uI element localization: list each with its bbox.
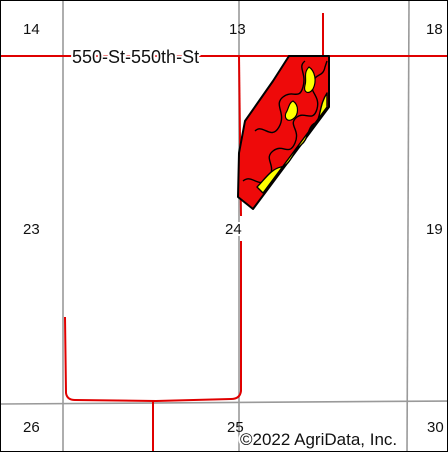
field-yellow-lobe-2 — [284, 100, 299, 121]
section-label-23: 23 — [23, 221, 40, 238]
copyright-notice: ©2022 AgriData, Inc. — [240, 430, 397, 449]
section-label-30: 30 — [427, 419, 444, 436]
section-labels: 14 13 18 23 24 19 26 25 30 — [23, 21, 444, 436]
section-label-24: 24 — [225, 221, 242, 238]
section-label-18: 18 — [426, 21, 443, 38]
road-center-south — [155, 241, 242, 402]
section-label-26: 26 — [23, 419, 40, 436]
section-line-south — [1, 400, 447, 405]
road-label-550th-st: 550-St-550th-St — [72, 47, 199, 67]
field-yellow-lobe — [304, 66, 316, 94]
section-label-25: 25 — [227, 419, 244, 436]
section-label-13: 13 — [229, 21, 246, 38]
section-label-19: 19 — [426, 221, 443, 238]
field-yellow-zone[interactable] — [256, 92, 328, 194]
field-red-zone[interactable] — [237, 55, 330, 210]
road-west-loop — [64, 316, 157, 402]
field-parcel[interactable] — [237, 55, 330, 210]
section-label-14: 14 — [23, 21, 40, 38]
section-line-east — [406, 1, 410, 451]
field-orange-contour-2 — [254, 60, 306, 134]
